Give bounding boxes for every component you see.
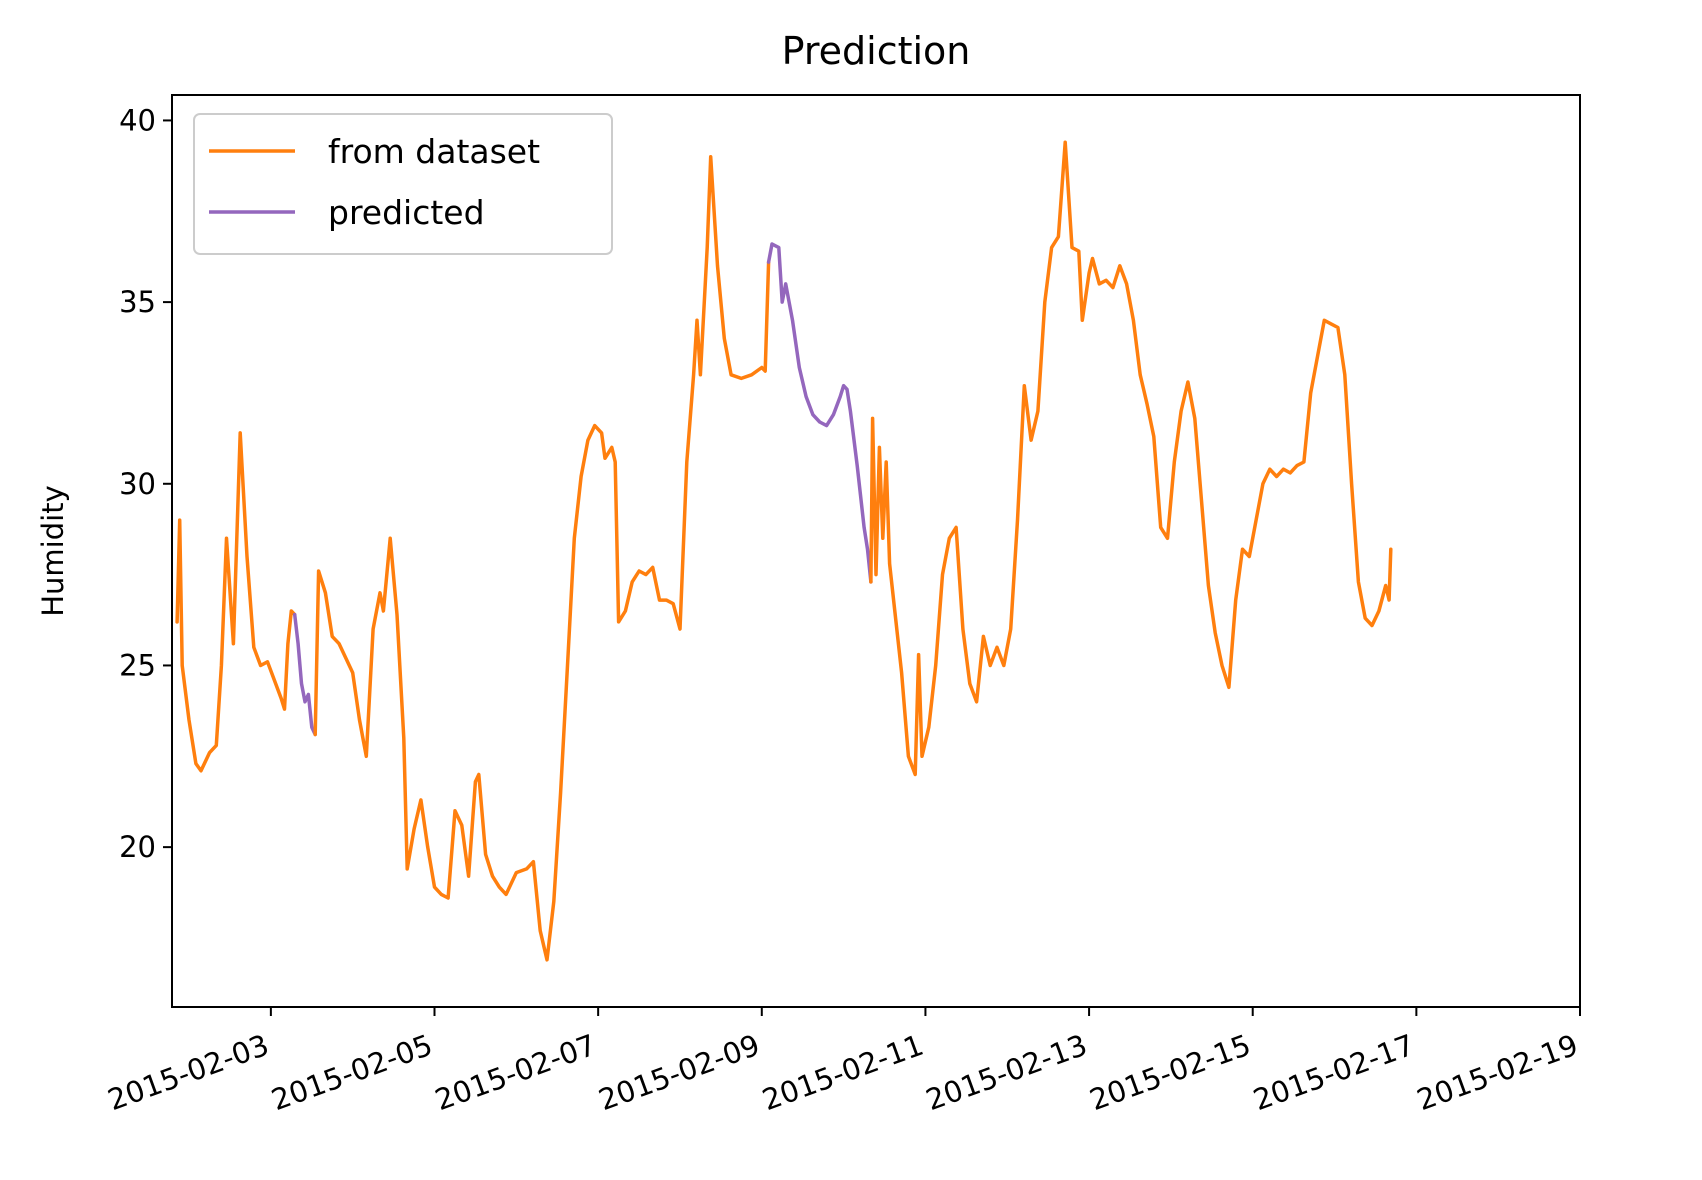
series-line-3 [766,242,873,584]
legend-box [193,113,613,255]
series-lines [175,140,1393,962]
legend: from dataset predicted [193,113,613,255]
y-axis: 20 25 30 35 40 [119,103,172,864]
legend-label-from-dataset: from dataset [328,132,540,171]
legend-label-predicted: predicted [328,193,485,232]
series-line-2 [313,155,771,962]
series-line-4 [869,140,1393,777]
series-line-0 [175,431,297,773]
y-tick-label: 30 [119,467,156,501]
y-axis-label: Humidity [36,485,70,617]
y-tick-label: 20 [119,830,156,864]
chart-title: Prediction [782,29,971,73]
y-tick-label: 25 [119,648,156,682]
series-line-1 [292,612,317,737]
plot-frame [171,94,1581,1008]
y-tick-label: 40 [119,103,156,137]
y-tick-label: 35 [119,285,156,319]
